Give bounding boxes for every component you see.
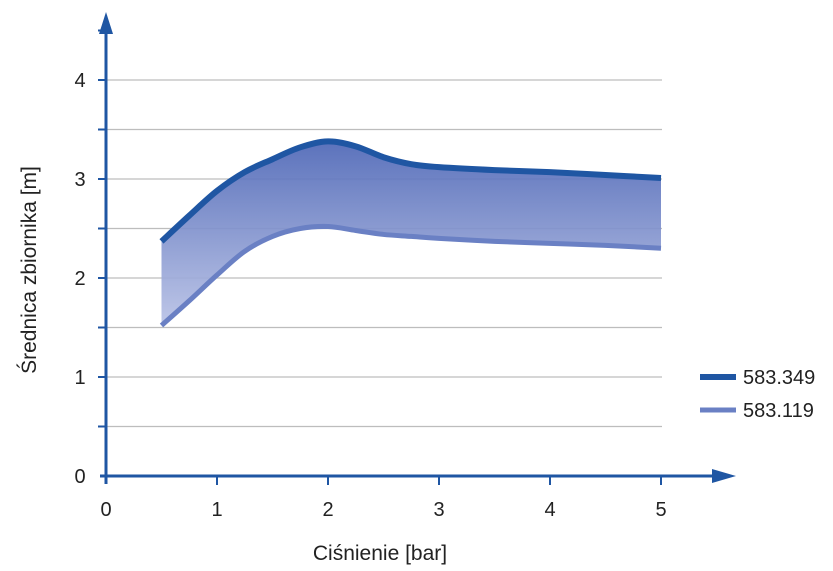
series-line-583-119 [159,223,662,328]
x-axis-title: Ciśnienie [bar] [313,542,447,565]
series-lines [159,138,662,328]
x-tick-label: 3 [433,499,444,521]
tick-labels: 0 1 2 3 4 0 1 2 3 4 5 [74,70,666,521]
axes [98,12,736,485]
x-tick-label: 4 [544,499,555,521]
y-tick-label: 0 [74,466,85,488]
legend-label: 583.119 [743,400,814,422]
area-band [161,141,661,326]
x-tick-label: 0 [100,499,111,521]
legend-label: 583.349 [743,367,815,389]
y-tick-label: 2 [74,268,85,290]
y-tick-label: 4 [74,70,85,92]
x-tick-label: 2 [322,499,333,521]
range-band [161,141,661,326]
y-axis-title: Średnica zbiornika [m] [17,166,41,374]
x-axis-arrow-icon [712,469,736,483]
x-tick-label: 5 [655,499,666,521]
y-axis-arrow-icon [99,12,113,34]
legend: 583.349 583.119 [700,367,815,422]
x-tick-label: 1 [211,499,222,521]
series-line-583-349 [159,138,662,244]
y-tick-label: 3 [74,169,85,191]
y-tick-label: 1 [74,367,85,389]
